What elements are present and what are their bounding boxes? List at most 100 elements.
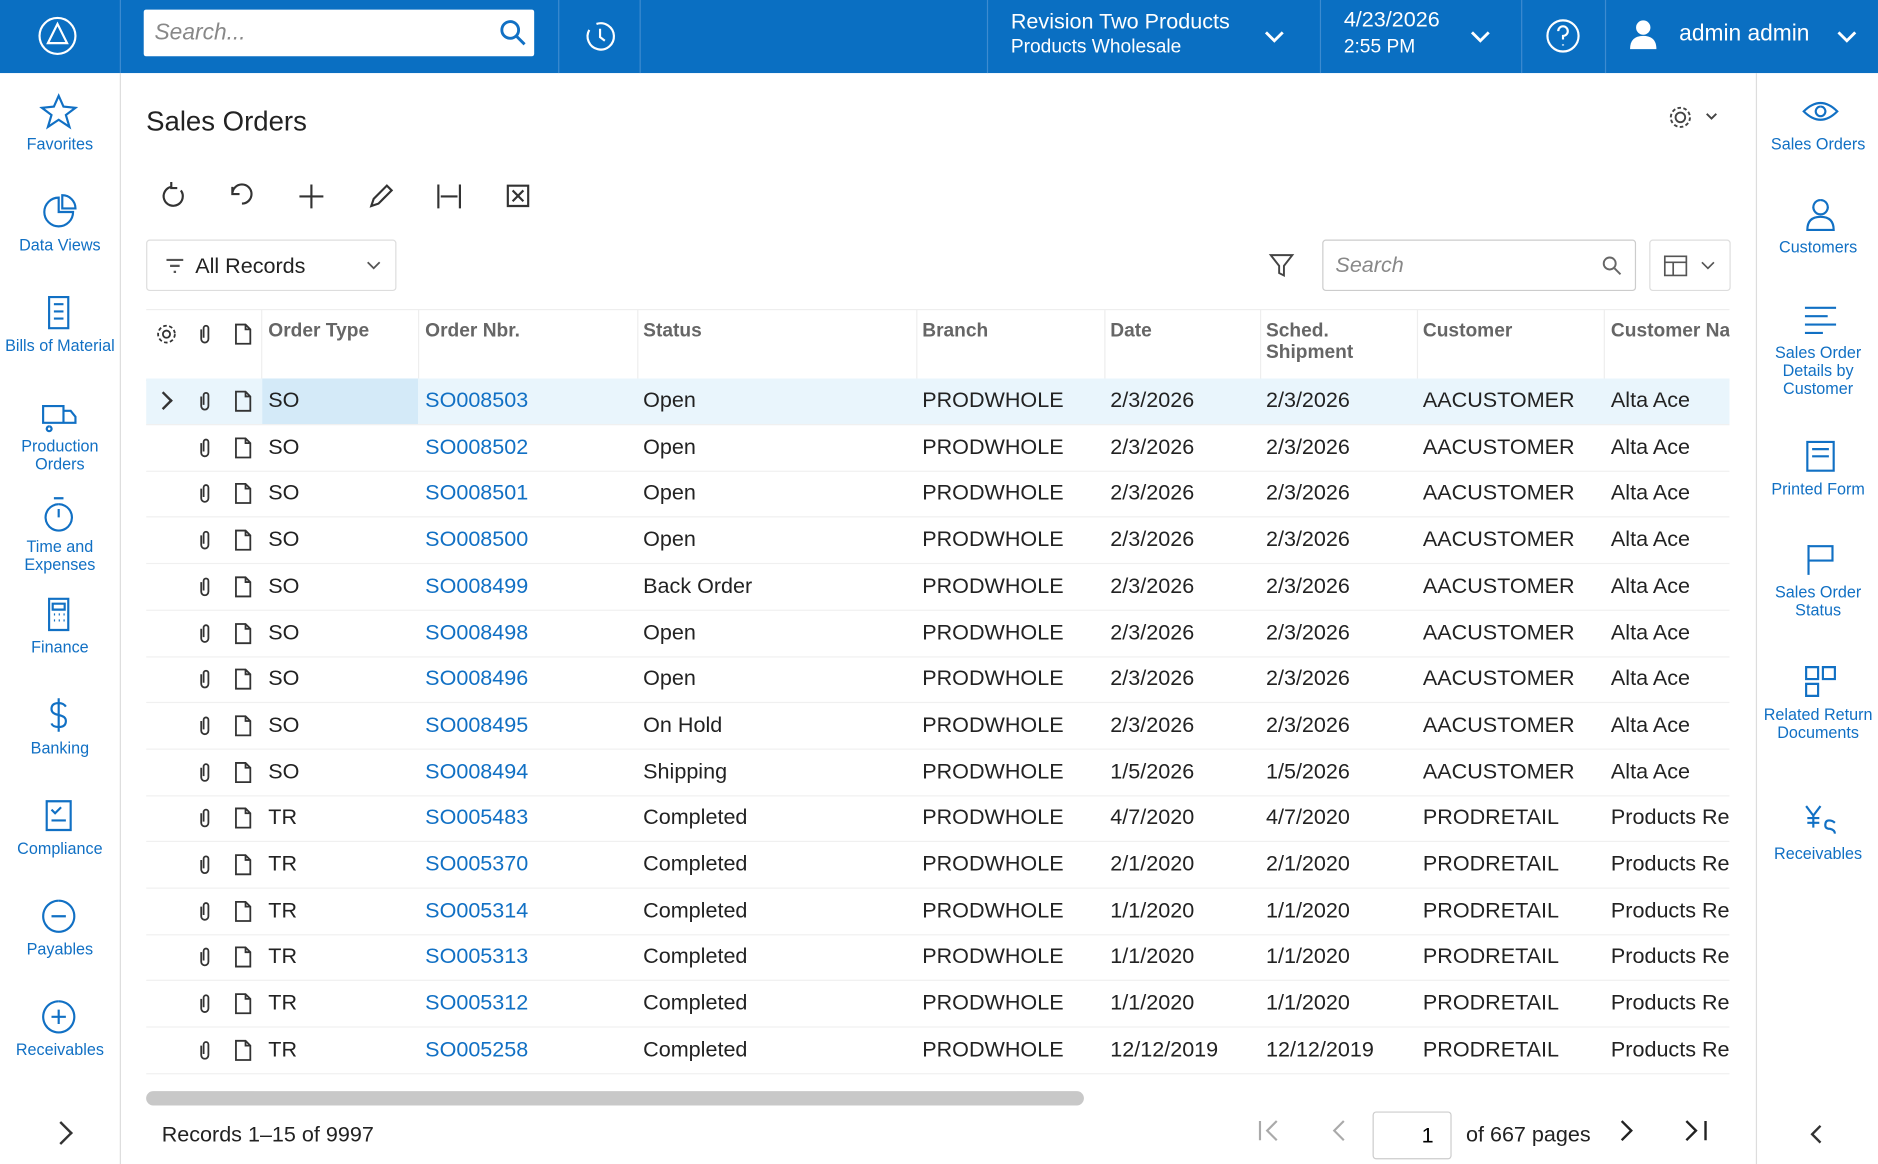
clip-icon[interactable] bbox=[194, 899, 216, 923]
edit[interactable] bbox=[369, 184, 394, 208]
doc-icon[interactable] bbox=[232, 389, 254, 413]
filter-select[interactable]: All Records bbox=[146, 239, 397, 292]
table-row[interactable] bbox=[146, 796, 1730, 843]
table-row[interactable] bbox=[146, 564, 1730, 611]
table-row[interactable] bbox=[146, 425, 1730, 472]
date[interactable]: 4/23/2026 bbox=[1343, 7, 1440, 32]
column-config[interactable] bbox=[1649, 239, 1731, 292]
clip-icon[interactable] bbox=[194, 482, 216, 506]
doc-icon[interactable] bbox=[232, 806, 254, 830]
clip-icon[interactable] bbox=[194, 1038, 216, 1062]
nav-item[interactable]: Data Views bbox=[19, 235, 101, 254]
doc-icon[interactable] bbox=[232, 899, 254, 923]
pager-next[interactable] bbox=[1612, 1116, 1713, 1145]
clip-icon[interactable] bbox=[194, 945, 216, 969]
column-header[interactable]: Sched. Shipment bbox=[1265, 320, 1354, 363]
expand-nav[interactable] bbox=[49, 1121, 73, 1145]
nav-item[interactable]: Compliance bbox=[17, 839, 103, 858]
clip-icon[interactable] bbox=[194, 853, 216, 877]
h-scrollbar[interactable] bbox=[146, 1091, 1084, 1106]
related-link[interactable]: Related Return Documents bbox=[1763, 705, 1873, 742]
related-link[interactable]: Printed Form bbox=[1771, 480, 1865, 499]
clip-icon[interactable] bbox=[194, 621, 216, 645]
clip-icon[interactable] bbox=[194, 575, 216, 599]
refresh[interactable] bbox=[162, 182, 184, 207]
column-header[interactable]: Order Type bbox=[268, 320, 370, 342]
doc-icon[interactable] bbox=[232, 528, 254, 552]
doc-icon[interactable] bbox=[232, 667, 254, 691]
doc-icon[interactable] bbox=[232, 436, 254, 460]
table-row[interactable] bbox=[146, 610, 1730, 657]
fit[interactable] bbox=[437, 184, 461, 209]
doc-icon[interactable] bbox=[232, 760, 254, 784]
doc-icon[interactable] bbox=[232, 853, 254, 877]
page-input[interactable]: 1 bbox=[1372, 1111, 1452, 1160]
table-row[interactable] bbox=[146, 842, 1730, 889]
order-link[interactable]: SO008501 bbox=[425, 480, 529, 505]
table-row[interactable] bbox=[146, 749, 1730, 796]
global-search[interactable]: Search... bbox=[143, 9, 535, 57]
related-link[interactable]: Sales Order Status bbox=[1774, 583, 1862, 620]
doc-icon[interactable] bbox=[232, 322, 254, 346]
table-row[interactable] bbox=[146, 518, 1730, 565]
nav-item[interactable]: Receivables bbox=[15, 1040, 104, 1059]
add[interactable] bbox=[299, 184, 324, 209]
clip-icon[interactable] bbox=[194, 992, 216, 1016]
table-row[interactable] bbox=[146, 703, 1730, 750]
export[interactable] bbox=[506, 184, 530, 208]
order-link[interactable]: SO005370 bbox=[425, 851, 529, 876]
column-header[interactable]: Status bbox=[643, 320, 702, 342]
clip-icon[interactable] bbox=[194, 436, 216, 460]
help-icon[interactable] bbox=[1545, 18, 1581, 54]
order-link[interactable]: SO008500 bbox=[425, 527, 529, 552]
collapse-right[interactable] bbox=[1804, 1122, 1828, 1146]
order-link[interactable]: SO008495 bbox=[425, 712, 529, 737]
nav-item[interactable]: Payables bbox=[26, 940, 94, 959]
nav-item[interactable]: Finance bbox=[31, 638, 89, 657]
clip-icon[interactable] bbox=[194, 806, 216, 830]
order-link[interactable]: SO008498 bbox=[425, 619, 529, 644]
doc-icon[interactable] bbox=[232, 714, 254, 738]
table-row[interactable] bbox=[146, 888, 1730, 936]
nav-item[interactable]: Time and Expenses bbox=[24, 537, 96, 574]
order-link[interactable]: SO005312 bbox=[425, 990, 529, 1015]
column-header[interactable]: Branch bbox=[922, 320, 989, 342]
column-header[interactable]: Date bbox=[1110, 320, 1152, 342]
nav-item[interactable]: Bills of Material bbox=[5, 336, 115, 355]
order-link[interactable]: SO005313 bbox=[425, 944, 529, 969]
doc-icon[interactable] bbox=[232, 621, 254, 645]
related-link[interactable]: Sales Order Details by Customer bbox=[1774, 343, 1862, 398]
user[interactable]: admin admin bbox=[1679, 21, 1810, 47]
related-link[interactable]: Receivables bbox=[1774, 844, 1863, 863]
order-link[interactable]: SO005258 bbox=[425, 1036, 529, 1061]
company[interactable]: Revision Two Products bbox=[1010, 9, 1230, 34]
history-icon[interactable] bbox=[582, 18, 618, 54]
doc-icon[interactable] bbox=[232, 482, 254, 506]
order-link[interactable]: SO008502 bbox=[425, 434, 529, 459]
doc-icon[interactable] bbox=[232, 575, 254, 599]
clip-icon[interactable] bbox=[194, 760, 216, 784]
column-header[interactable]: Customer Na bbox=[1610, 320, 1730, 342]
clip-icon[interactable] bbox=[194, 528, 216, 552]
settings[interactable] bbox=[1667, 104, 1722, 130]
related-link[interactable]: Sales Orders bbox=[1770, 135, 1866, 154]
undo[interactable] bbox=[231, 183, 253, 205]
nav-item[interactable]: Banking bbox=[30, 738, 90, 757]
table-row[interactable] bbox=[146, 981, 1730, 1028]
doc-icon[interactable] bbox=[232, 945, 254, 969]
nav-item[interactable]: Favorites bbox=[26, 135, 94, 154]
order-link[interactable]: SO008499 bbox=[425, 573, 529, 598]
column-header[interactable]: Customer bbox=[1422, 320, 1513, 342]
order-link[interactable]: SO008503 bbox=[425, 388, 529, 413]
order-link[interactable]: SO008496 bbox=[425, 666, 529, 691]
table-row[interactable] bbox=[146, 935, 1730, 982]
grid-search[interactable]: Search bbox=[1322, 239, 1637, 292]
order-link[interactable]: SO005314 bbox=[425, 897, 529, 922]
order-link[interactable]: SO008494 bbox=[425, 758, 529, 783]
column-header[interactable]: Order Nbr. bbox=[425, 320, 520, 342]
gear-icon[interactable] bbox=[156, 322, 178, 346]
related-link[interactable]: Customers bbox=[1779, 238, 1858, 257]
clip-icon[interactable] bbox=[194, 667, 216, 691]
doc-icon[interactable] bbox=[232, 1038, 254, 1062]
clip-icon[interactable] bbox=[194, 714, 216, 738]
